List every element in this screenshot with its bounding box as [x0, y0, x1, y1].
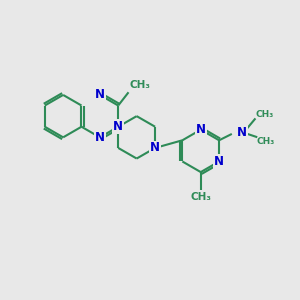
Text: N: N: [237, 126, 247, 139]
Text: CH₃: CH₃: [190, 193, 211, 202]
Text: N: N: [214, 155, 224, 168]
Text: CH₃: CH₃: [257, 137, 275, 146]
Text: N: N: [113, 120, 123, 133]
Text: CH₃: CH₃: [255, 110, 274, 118]
Text: N: N: [196, 123, 206, 136]
Text: N: N: [150, 141, 160, 154]
Text: N: N: [95, 131, 105, 144]
Text: CH₃: CH₃: [129, 80, 150, 90]
Text: N: N: [95, 88, 105, 101]
